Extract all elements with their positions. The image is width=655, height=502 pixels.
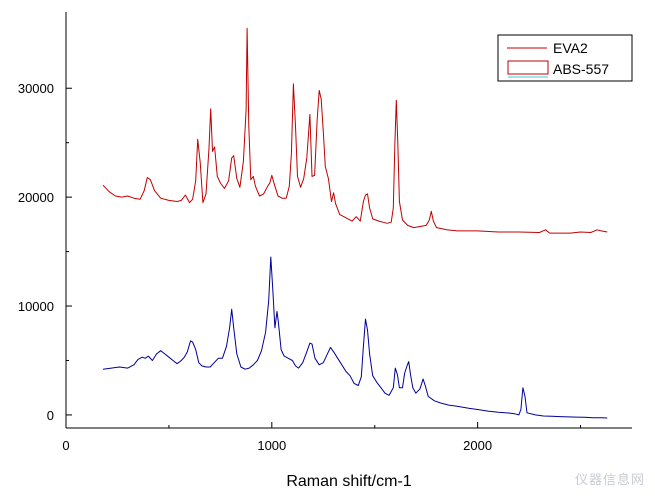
y-ticks: 0 10000 20000 30000 <box>18 81 72 423</box>
x-tick-label: 0 <box>62 438 69 453</box>
legend-swatch-abs557 <box>507 60 549 75</box>
x-ticks: 0 1000 2000 <box>62 422 582 453</box>
x-tick-label: 2000 <box>463 438 492 453</box>
y-tick-label: 20000 <box>18 190 54 205</box>
y-tick-label: 10000 <box>18 299 54 314</box>
watermark-logo: 仪器信息网 <box>574 472 645 487</box>
axes <box>65 12 632 429</box>
legend: EVA2 ABS-557 <box>497 34 633 82</box>
x-tick-label: 1000 <box>257 438 286 453</box>
series-line-eva2 <box>102 27 608 234</box>
series-line-abs-557 <box>102 256 608 419</box>
legend-label-abs557: ABS-557 <box>553 61 609 77</box>
y-tick-label: 0 <box>47 408 54 423</box>
legend-box <box>497 34 633 82</box>
x-axis-title: Raman shift/cm-1 <box>286 473 411 490</box>
series-layer <box>102 27 608 419</box>
y-tick-label: 30000 <box>18 81 54 96</box>
legend-label-eva2: EVA2 <box>553 40 588 56</box>
